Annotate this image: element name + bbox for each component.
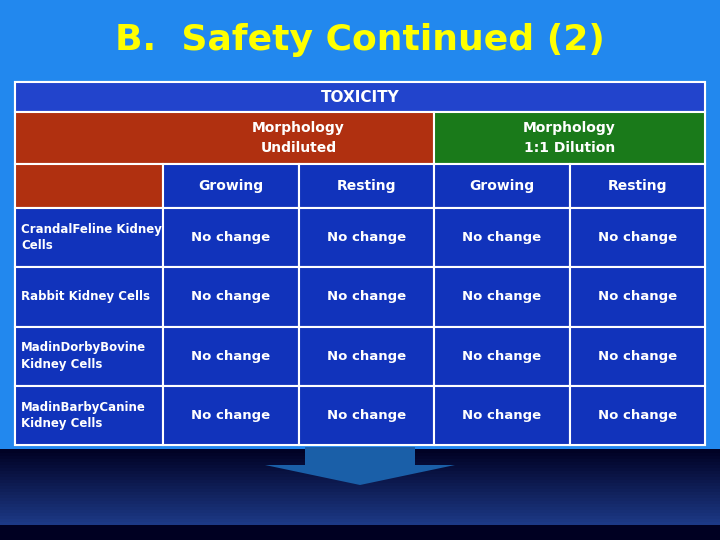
Bar xyxy=(0,488,720,492)
Text: No change: No change xyxy=(327,231,406,244)
FancyBboxPatch shape xyxy=(0,525,720,540)
Text: No change: No change xyxy=(462,409,541,422)
Text: No change: No change xyxy=(327,349,406,363)
Text: No change: No change xyxy=(192,409,270,422)
Text: TOXICITY: TOXICITY xyxy=(320,90,400,105)
Bar xyxy=(0,473,720,477)
Bar xyxy=(0,521,720,525)
Bar xyxy=(0,533,720,537)
FancyBboxPatch shape xyxy=(299,386,434,445)
Text: Resting: Resting xyxy=(336,179,396,193)
Bar xyxy=(0,470,720,474)
Text: No change: No change xyxy=(462,349,541,363)
FancyBboxPatch shape xyxy=(15,164,163,208)
FancyBboxPatch shape xyxy=(15,327,163,386)
Text: No change: No change xyxy=(598,409,677,422)
FancyBboxPatch shape xyxy=(570,267,705,327)
Text: MadinDorbyBovine
Kidney Cells: MadinDorbyBovine Kidney Cells xyxy=(21,341,146,371)
FancyBboxPatch shape xyxy=(299,267,434,327)
FancyBboxPatch shape xyxy=(15,82,705,112)
FancyBboxPatch shape xyxy=(570,327,705,386)
Text: MadinBarbyCanine
Kidney Cells: MadinBarbyCanine Kidney Cells xyxy=(21,401,146,430)
Bar xyxy=(0,536,720,540)
Text: No change: No change xyxy=(192,231,270,244)
FancyBboxPatch shape xyxy=(434,386,570,445)
FancyBboxPatch shape xyxy=(15,386,163,445)
Text: No change: No change xyxy=(462,231,541,244)
FancyBboxPatch shape xyxy=(570,386,705,445)
Bar xyxy=(0,515,720,519)
FancyBboxPatch shape xyxy=(299,164,434,208)
Text: Growing: Growing xyxy=(469,179,534,193)
FancyBboxPatch shape xyxy=(15,208,163,267)
Text: CrandalFeline Kidney
Cells: CrandalFeline Kidney Cells xyxy=(21,223,162,252)
Bar xyxy=(0,491,720,495)
Bar xyxy=(0,467,720,471)
Bar xyxy=(0,476,720,480)
FancyBboxPatch shape xyxy=(0,0,720,80)
FancyBboxPatch shape xyxy=(434,164,570,208)
Bar xyxy=(0,524,720,528)
Text: B.  Safety Continued (2): B. Safety Continued (2) xyxy=(115,23,605,57)
Text: No change: No change xyxy=(598,291,677,303)
FancyBboxPatch shape xyxy=(434,327,570,386)
Bar xyxy=(0,509,720,513)
Bar xyxy=(0,458,720,462)
Bar xyxy=(0,494,720,498)
FancyBboxPatch shape xyxy=(15,112,434,164)
FancyBboxPatch shape xyxy=(434,267,570,327)
Text: No change: No change xyxy=(327,409,406,422)
Bar xyxy=(0,512,720,516)
FancyBboxPatch shape xyxy=(163,208,299,267)
Bar xyxy=(0,461,720,465)
Bar xyxy=(0,485,720,489)
FancyBboxPatch shape xyxy=(434,112,705,164)
Bar xyxy=(0,464,720,468)
Bar xyxy=(0,530,720,534)
Text: No change: No change xyxy=(192,291,270,303)
Bar xyxy=(0,503,720,507)
FancyBboxPatch shape xyxy=(15,267,163,327)
Bar xyxy=(0,506,720,510)
FancyBboxPatch shape xyxy=(434,208,570,267)
FancyBboxPatch shape xyxy=(163,386,299,445)
FancyBboxPatch shape xyxy=(299,327,434,386)
Bar xyxy=(0,518,720,522)
Text: No change: No change xyxy=(462,291,541,303)
Bar xyxy=(0,482,720,486)
FancyBboxPatch shape xyxy=(570,208,705,267)
Bar xyxy=(0,452,720,456)
Text: Resting: Resting xyxy=(608,179,667,193)
Text: Morphology
1:1 Dilution: Morphology 1:1 Dilution xyxy=(523,122,616,155)
Bar xyxy=(0,500,720,504)
FancyBboxPatch shape xyxy=(163,327,299,386)
FancyBboxPatch shape xyxy=(163,164,299,208)
Polygon shape xyxy=(265,447,455,485)
Bar xyxy=(0,449,720,453)
Text: No change: No change xyxy=(598,231,677,244)
Bar xyxy=(0,455,720,459)
Text: No change: No change xyxy=(598,349,677,363)
Text: Morphology
Undiluted: Morphology Undiluted xyxy=(252,122,345,155)
Text: Growing: Growing xyxy=(198,179,264,193)
Bar xyxy=(0,479,720,483)
FancyBboxPatch shape xyxy=(299,208,434,267)
FancyBboxPatch shape xyxy=(163,267,299,327)
Bar xyxy=(0,527,720,531)
FancyBboxPatch shape xyxy=(570,164,705,208)
FancyBboxPatch shape xyxy=(15,82,705,445)
Text: No change: No change xyxy=(327,291,406,303)
Text: Rabbit Kidney Cells: Rabbit Kidney Cells xyxy=(21,291,150,303)
Text: No change: No change xyxy=(192,349,270,363)
Bar xyxy=(0,497,720,501)
